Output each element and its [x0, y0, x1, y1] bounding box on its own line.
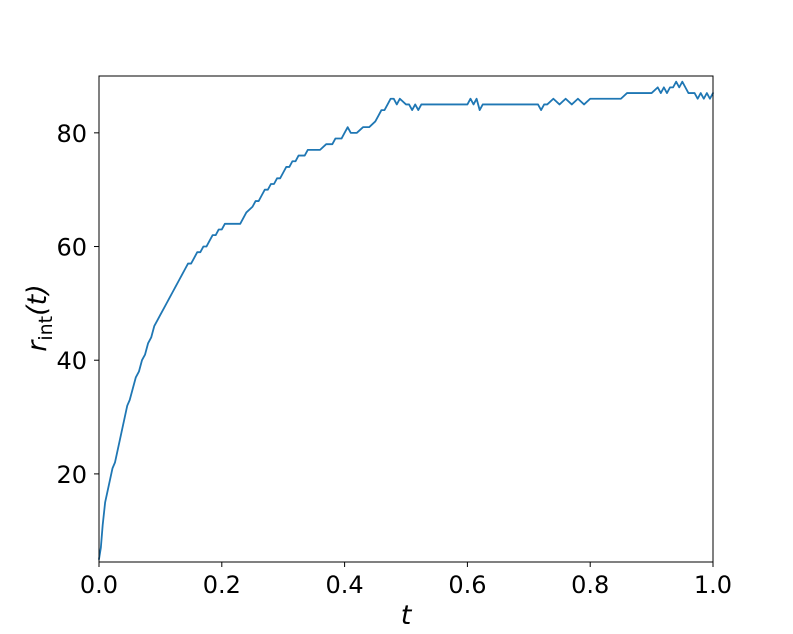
- x-tick-label-4: 0.8: [571, 571, 609, 599]
- y-tick-label-3: 80: [56, 120, 87, 148]
- y-axis-label-sub: int: [35, 316, 57, 341]
- axis-ticks: 0.0 0.2 0.4 0.6 0.8 1.0 20 40 60 80: [56, 120, 732, 599]
- y-tick-label-2: 60: [56, 234, 87, 262]
- x-tick-label-0: 0.0: [80, 571, 118, 599]
- y-tick-label-0: 20: [56, 461, 87, 489]
- y-axis-label: rint(t): [22, 284, 57, 352]
- x-tick-label-3: 0.6: [448, 571, 486, 599]
- x-axis-label: t: [401, 600, 413, 631]
- y-axis-label-var: r: [22, 339, 53, 352]
- y-tick-label-1: 40: [56, 347, 87, 375]
- y-axis-label-arg: (t): [22, 284, 53, 316]
- axes-frame: [98, 75, 714, 563]
- plot-area: [98, 80, 714, 561]
- series-line-0: [98, 80, 714, 561]
- x-tick-label-5: 1.0: [694, 571, 732, 599]
- x-tick-label-2: 0.4: [326, 571, 364, 599]
- x-tick-label-1: 0.2: [203, 571, 241, 599]
